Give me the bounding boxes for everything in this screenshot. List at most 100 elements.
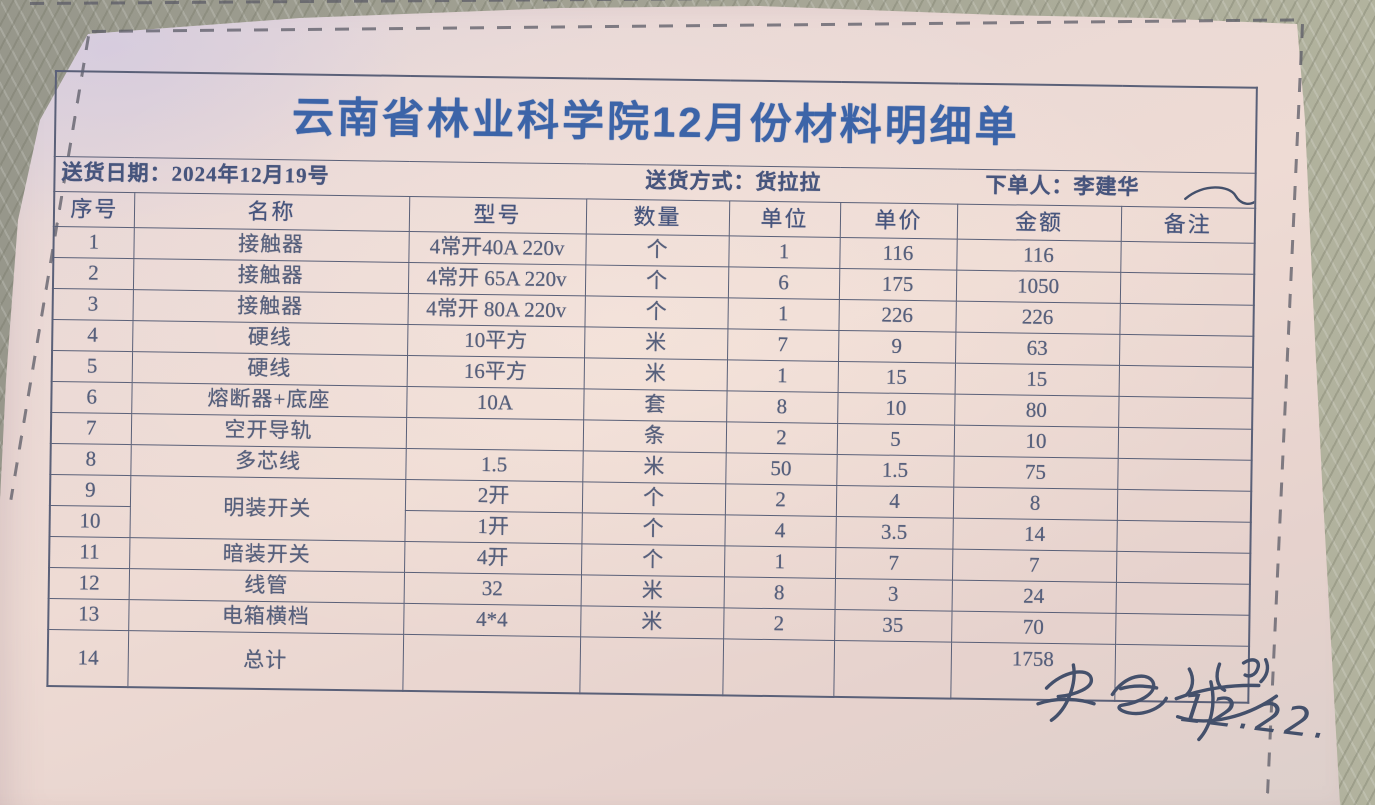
cell-remark — [1115, 551, 1251, 585]
cell-count: 1 — [723, 545, 836, 579]
cell-measure: 个 — [584, 295, 728, 329]
cell-remark — [1117, 458, 1252, 492]
pen-flourish-mark — [1184, 186, 1256, 205]
cell-price: 226 — [838, 299, 956, 333]
cell-amount: 24 — [951, 580, 1116, 614]
cell-name: 硬线 — [132, 320, 408, 356]
cell-remark — [1120, 241, 1255, 275]
column-header: 型号 — [408, 196, 587, 234]
cell-measure: 个 — [581, 512, 725, 546]
cell-remark — [1118, 396, 1253, 430]
materials-table-body: 云南省林业科学院12月份材料明细单 送货日期：2024年12月19号 送货方式：… — [47, 71, 1257, 703]
cell-price: 9 — [838, 330, 956, 364]
cell-model: 4常开 65A 220v — [407, 262, 586, 296]
cell-remark — [1118, 334, 1254, 368]
cell-measure: 米 — [584, 326, 728, 360]
cell-no: 13 — [48, 598, 129, 631]
cell-amount: 70 — [951, 611, 1116, 645]
cell-model: 32 — [403, 572, 582, 606]
cell-count: 1 — [727, 297, 839, 331]
cell-count: 8 — [723, 576, 835, 610]
cell-count: 2 — [723, 607, 835, 641]
cell-count: 4 — [724, 514, 836, 548]
cell-model: 16平方 — [406, 355, 585, 389]
cell-name: 线管 — [128, 568, 405, 604]
cell-price: 3.5 — [835, 516, 953, 550]
cell-count: 2 — [725, 421, 838, 455]
cell-price: 4 — [835, 485, 954, 519]
info-row: 送货日期：2024年12月19号 送货方式：货拉拉 下单人：李建华 — [54, 156, 1256, 209]
cell-model: 4常开 80A 220v — [407, 293, 585, 327]
column-header: 名称 — [133, 192, 410, 232]
signature-handwriting — [1036, 658, 1279, 742]
cell-remark — [1116, 489, 1252, 523]
column-header: 金额 — [956, 204, 1122, 242]
cell-amount: 8 — [952, 487, 1118, 521]
orderer: 下单人：李建华 — [985, 173, 1140, 200]
cell-measure: 条 — [582, 419, 727, 453]
cell-amount: 63 — [954, 332, 1120, 366]
cell-amount: 1050 — [955, 270, 1121, 304]
cell-measure: 个 — [584, 264, 729, 298]
column-header: 单价 — [839, 202, 958, 240]
column-header: 序号 — [53, 191, 135, 228]
cell-no: 12 — [48, 567, 130, 600]
cell-name: 硬线 — [131, 351, 408, 387]
printed-form: 云南省林业科学院12月份材料明细单 送货日期：2024年12月19号 送货方式：… — [46, 70, 1258, 704]
cell-name: 空开导轨 — [130, 413, 407, 449]
cell-amount: 116 — [956, 239, 1121, 273]
column-header: 数量 — [585, 198, 730, 236]
materials-table: 云南省林业科学院12月份材料明细单 送货日期：2024年12月19号 送货方式：… — [46, 70, 1258, 704]
column-header: 单位 — [728, 200, 841, 238]
cell-count: 2 — [724, 483, 837, 517]
cell-amount: 15 — [954, 363, 1119, 397]
cell-name: 电箱横档 — [128, 599, 404, 635]
cell-name: 总计 — [127, 630, 404, 691]
cell-model: 10平方 — [407, 324, 585, 358]
cell-measure: 个 — [581, 543, 725, 577]
cell-model: 2开 — [404, 479, 583, 513]
cell-name: 接触器 — [132, 258, 409, 294]
cell-no: 9 — [49, 474, 131, 507]
cell-no: 8 — [50, 443, 131, 476]
cell-price: 1.5 — [836, 454, 954, 488]
cell-price: 175 — [838, 268, 957, 302]
cell-remark — [1118, 365, 1254, 399]
cell-remark — [1115, 582, 1251, 616]
cell-model: 4常开40A 220v — [408, 231, 586, 265]
cell-count: 50 — [725, 452, 837, 486]
cell-amount: 75 — [953, 456, 1118, 490]
cell-amount: 7 — [951, 549, 1117, 583]
cell-measure: 个 — [581, 481, 726, 515]
cell-price: 7 — [834, 547, 953, 581]
cell-count: 1 — [728, 235, 840, 269]
cell-name: 明装开关 — [129, 475, 406, 542]
cell-no: 6 — [51, 381, 132, 414]
cell-amount: 80 — [954, 394, 1119, 428]
cell-name: 熔断器+底座 — [131, 382, 407, 418]
cell-remark — [1115, 613, 1250, 647]
cell-no: 7 — [50, 412, 132, 445]
cell-count: 6 — [727, 266, 840, 300]
delivery-method: 送货方式：货拉拉 — [645, 168, 822, 195]
cell-count — [722, 638, 835, 697]
cell-amount: 14 — [952, 518, 1117, 552]
cell-no: 3 — [52, 288, 133, 321]
cell-price: 5 — [836, 423, 955, 457]
delivery-date: 送货日期：2024年12月19号 — [61, 160, 330, 188]
cell-model: 4开 — [404, 541, 582, 575]
cell-price: 3 — [834, 578, 952, 612]
cell-price — [833, 640, 952, 699]
cell-model: 10A — [406, 386, 584, 420]
perforation-remnant-top — [30, 0, 871, 5]
cell-name: 接触器 — [132, 289, 408, 325]
cell-price: 10 — [837, 392, 955, 426]
cell-measure: 个 — [585, 233, 729, 267]
cell-no: 2 — [52, 257, 134, 290]
title-row: 云南省林业科学院12月份材料明细单 — [54, 71, 1257, 174]
cell-measure: 套 — [583, 388, 727, 422]
cell-remark — [1116, 520, 1251, 554]
cell-measure: 米 — [580, 605, 724, 639]
cell-model: 1开 — [404, 510, 582, 544]
